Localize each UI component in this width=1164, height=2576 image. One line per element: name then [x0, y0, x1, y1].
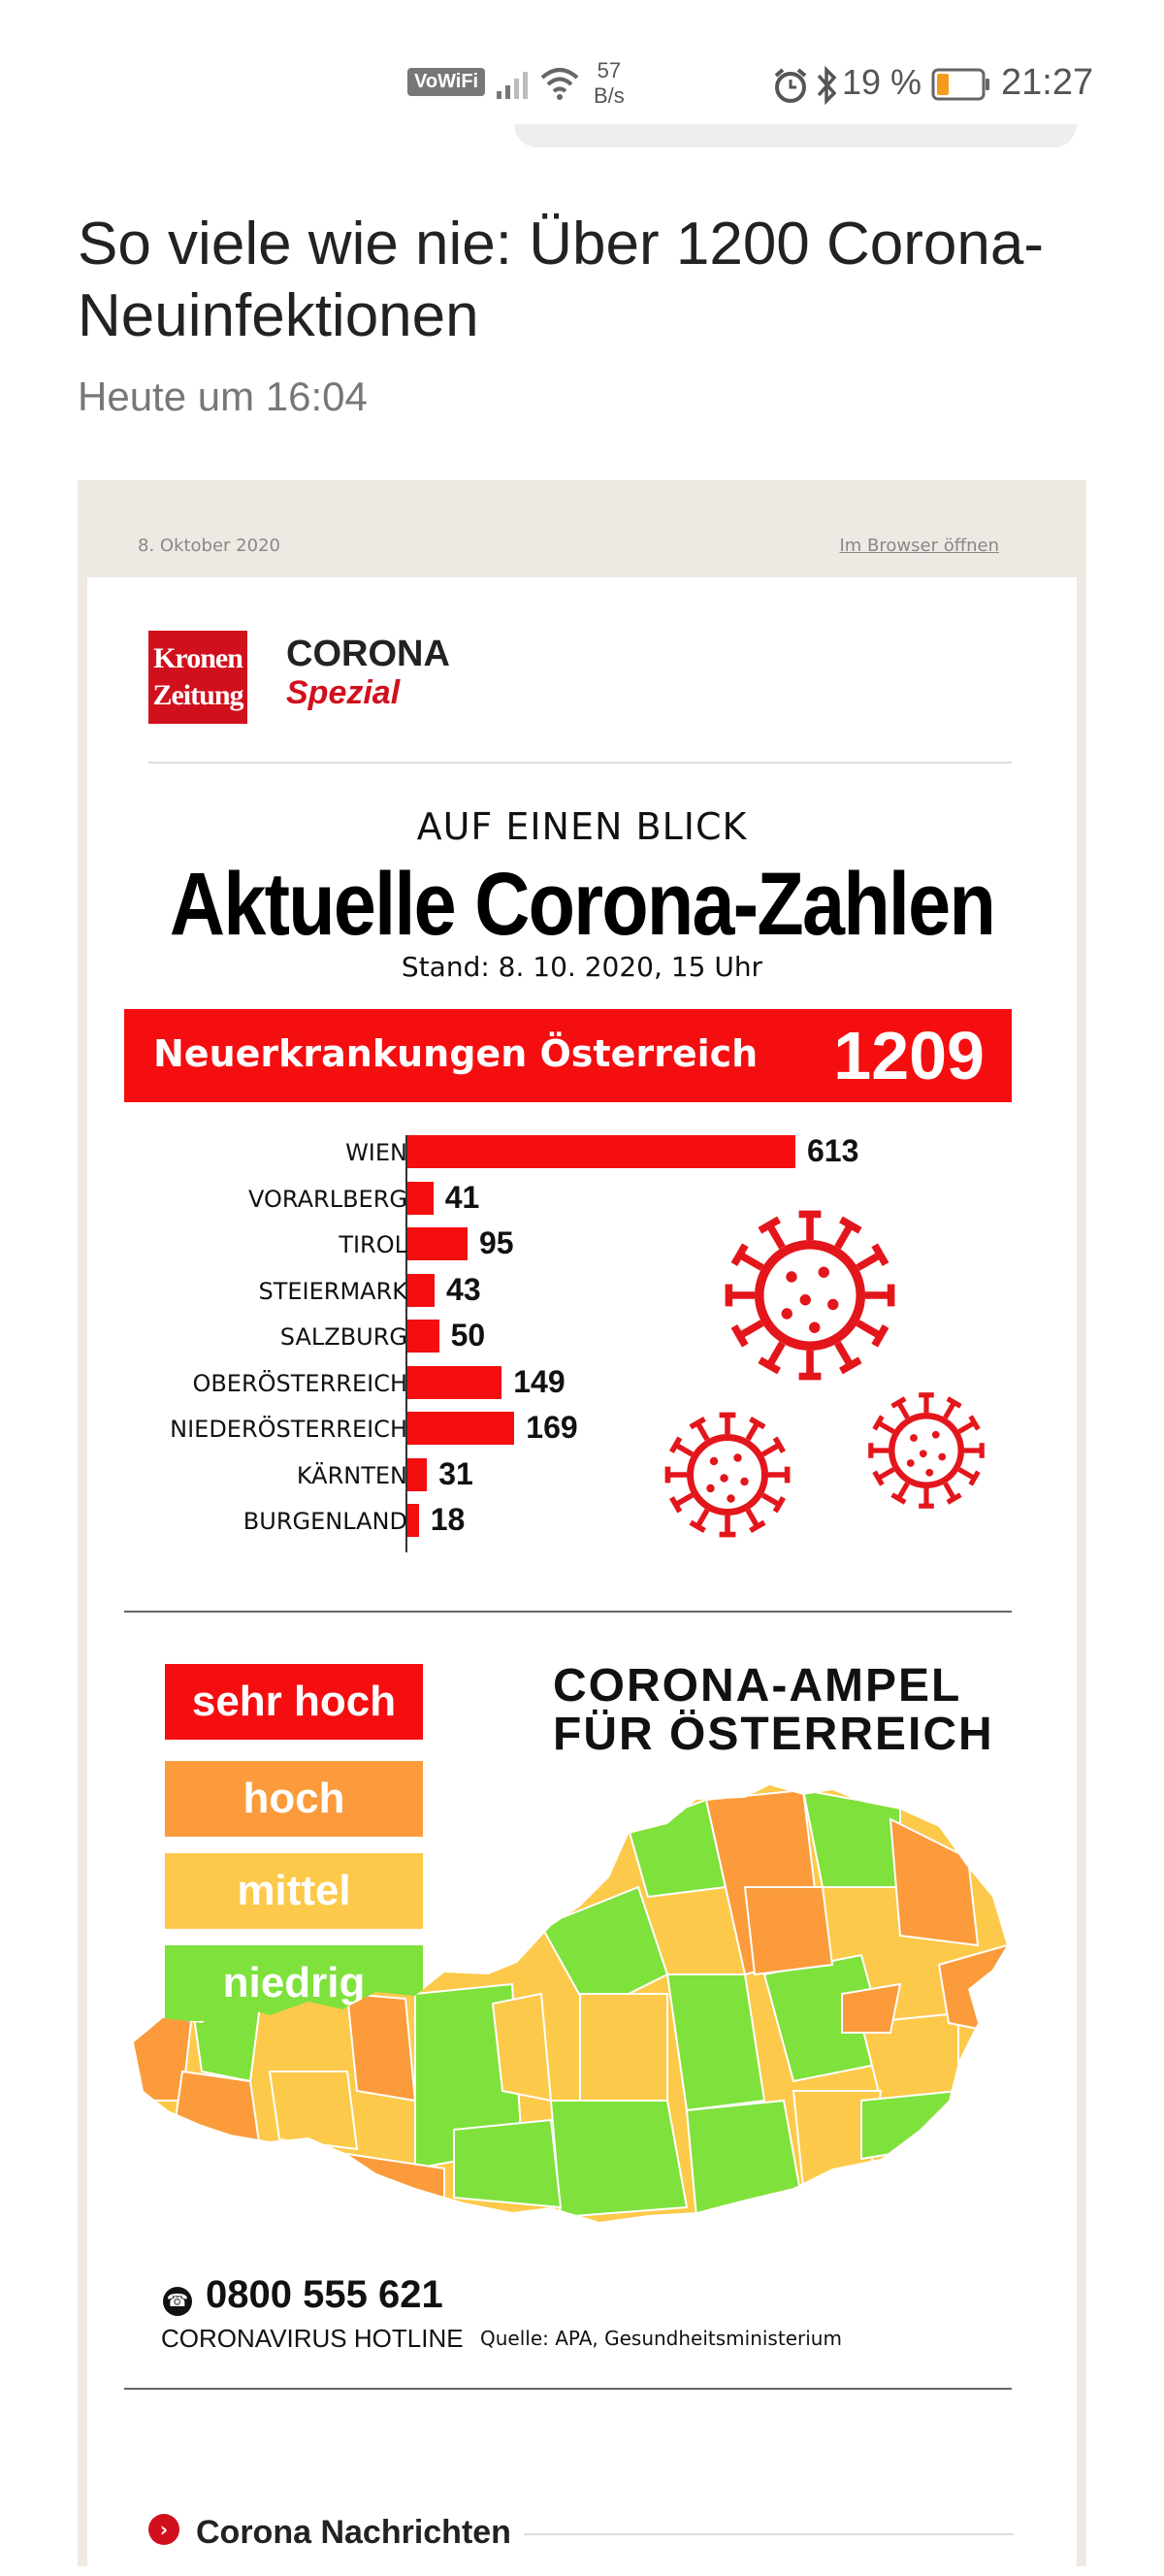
bar-label: VORARLBERG [248, 1185, 407, 1213]
infographic-kicker: AUF EINEN BLICK [416, 805, 748, 848]
signal-icon [497, 72, 528, 99]
virus-icon [725, 1210, 895, 1381]
vowifi-indicator: VoWiFi [407, 68, 486, 96]
kronen-zeitung-logo[interactable]: Kronen Zeitung [148, 631, 247, 724]
bar-value-label: 95 [478, 1225, 514, 1260]
chart-axis [405, 1135, 407, 1552]
austria-traffic-light-map [134, 1785, 1007, 2222]
speed-value: 57 [597, 58, 622, 82]
newsletter-card: Kronen Zeitung CORONA Spezial AUF EINEN … [87, 577, 1077, 2576]
battery-icon [931, 68, 989, 101]
bar-label: BURGENLAND [242, 1508, 407, 1535]
virus-icon [664, 1412, 791, 1538]
divider [524, 2533, 1014, 2535]
legend-hoch: hoch [165, 1761, 423, 1837]
phone-icon: ☎ [163, 2287, 192, 2316]
divider [124, 2388, 1012, 2390]
hotline-label: CORONAVIRUS HOTLINE [161, 2324, 464, 2353]
bar-value-label: 43 [446, 1271, 481, 1307]
bluetooth-icon [817, 65, 837, 106]
bar-value-label: 18 [430, 1502, 466, 1537]
bar-label: TIROL [339, 1231, 407, 1258]
ampel-title: CORONA-AMPEL FÜR ÖSTERREICH [553, 1662, 994, 1759]
bar-value-label: 41 [444, 1179, 480, 1215]
hotline-number[interactable]: 0800 555 621 [206, 2273, 443, 2316]
bar [407, 1365, 502, 1399]
total-new-cases-banner: Neuerkrankungen Österreich 1209 [124, 1009, 1012, 1102]
bar-label: OBERÖSTERREICH [192, 1369, 407, 1397]
bar [407, 1504, 419, 1537]
newsletter-date: 8. Oktober 2020 [138, 536, 280, 556]
infographic-headline: Aktuelle Corona-Zahlen [169, 855, 996, 954]
bar-label: STEIERMARK [258, 1277, 407, 1305]
clock: 21:27 [1001, 62, 1094, 103]
bar [407, 1412, 515, 1445]
source-note: Quelle: APA, Gesundheitsministerium [480, 2327, 842, 2350]
ampel-title-line-2: FÜR ÖSTERREICH [553, 1709, 994, 1760]
search-bar-fragment [514, 124, 1077, 147]
newsletter-topbar: 8. Oktober 2020 Im Browser öffnen [78, 480, 1086, 577]
total-label: Neuerkrankungen Österreich [153, 1032, 759, 1075]
network-speed: 57 B/s [594, 58, 625, 109]
speed-unit: B/s [594, 83, 625, 108]
newsletter-frame: 8. Oktober 2020 Im Browser öffnen Kronen… [78, 480, 1086, 2576]
article-timestamp: Heute um 16:04 [78, 374, 368, 419]
news-section-title[interactable]: Corona Nachrichten [196, 2514, 511, 2551]
bar-label: NIEDERÖSTERREICH [170, 1416, 407, 1443]
status-bar: VoWiFi 57 B/s 19 % 21:27 [0, 0, 1164, 136]
bar-value-label: 50 [450, 1318, 486, 1353]
logo-line-1: Kronen [153, 642, 243, 674]
bar [407, 1273, 436, 1307]
logo-line-2: Zeitung [152, 679, 243, 711]
cases-by-state-chart: WIEN 613 VORARLBERG 41 TIROL 95 STEIERMARK 43 SA… [87, 1121, 1077, 1557]
bar [407, 1457, 428, 1491]
legend-mittel: mittel [165, 1853, 423, 1929]
brand-subtitle: Spezial [286, 674, 401, 711]
article-title: So viele wie nie: Über 1200 Corona-Neuin… [78, 211, 1044, 349]
total-value: 1209 [833, 1018, 985, 1093]
bar [407, 1135, 795, 1168]
chevron-right-icon[interactable]: › [148, 2514, 179, 2545]
legend-sehr-hoch: sehr hoch [165, 1664, 423, 1740]
open-in-browser-link[interactable]: Im Browser öffnen [839, 536, 999, 556]
bar [407, 1227, 468, 1260]
legend-label: hoch [242, 1775, 345, 1822]
divider [148, 762, 1012, 764]
alarm-icon [774, 68, 807, 103]
bar-value-label: 149 [513, 1363, 566, 1399]
bar-value-label: 613 [807, 1133, 859, 1168]
legend-label: mittel [237, 1867, 351, 1914]
wifi-icon [540, 68, 579, 100]
bar-label: WIEN [345, 1139, 407, 1166]
battery-percent: 19 % [842, 62, 922, 102]
bar [407, 1320, 439, 1353]
bar-label: KÄRNTEN [296, 1461, 407, 1489]
virus-icon [868, 1392, 985, 1509]
bar-value-label: 31 [438, 1455, 473, 1491]
legend-label: niedrig [222, 1959, 366, 2006]
bar [407, 1181, 434, 1215]
bar-value-label: 169 [526, 1410, 578, 1445]
ampel-title-line-1: CORONA-AMPEL [553, 1660, 962, 1712]
bar-label: SALZBURG [279, 1323, 407, 1351]
brand-title: CORONA [286, 634, 450, 674]
legend-label: sehr hoch [191, 1678, 397, 1725]
divider [124, 1611, 1012, 1613]
infographic-timestamp: Stand: 8. 10. 2020, 15 Uhr [401, 951, 763, 983]
